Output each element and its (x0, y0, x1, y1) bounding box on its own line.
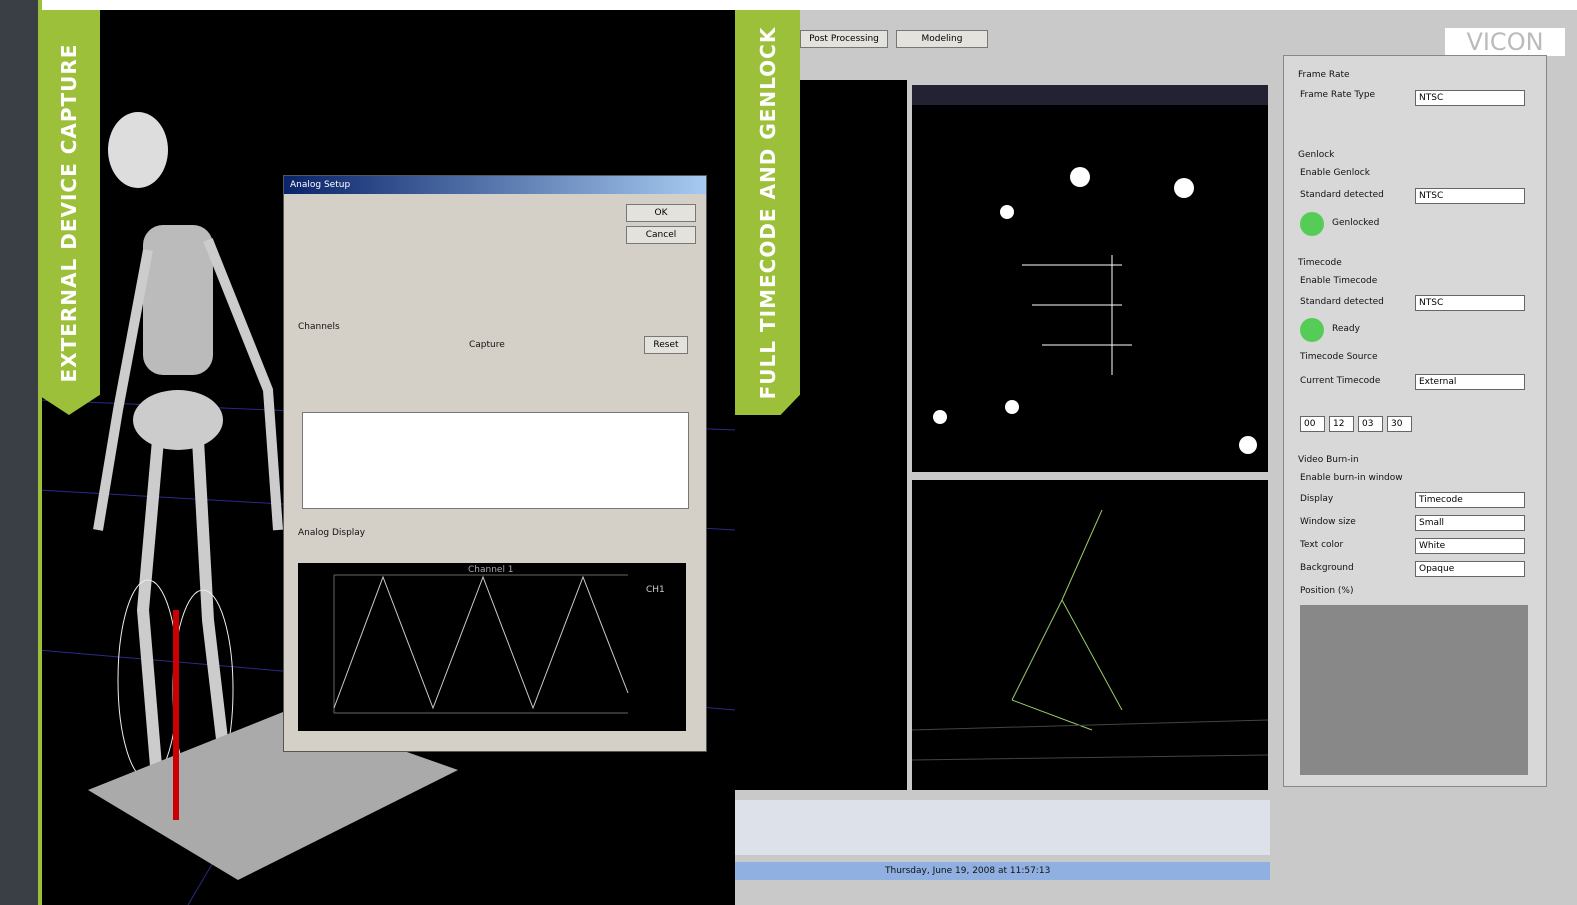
burn-in-preview (1300, 605, 1528, 775)
analog-chart: Channel 1 CH1 (298, 563, 686, 731)
field-label: Timecode Source (1300, 352, 1378, 362)
field-label: Position (%) (1300, 586, 1353, 596)
timecode-field: 03 (1358, 416, 1383, 432)
capture-check[interactable]: Capture (469, 340, 505, 350)
page: EXTERNAL DEVICE CAPTURE Analog Setup OK … (0, 0, 1577, 905)
dropdown[interactable]: NTSC (1415, 90, 1525, 106)
camera-view (912, 85, 1268, 472)
left-strip (0, 0, 38, 905)
dropdown[interactable]: Small (1415, 515, 1525, 531)
dialog-title: Analog Setup (290, 180, 350, 190)
field-label: Standard detected (1300, 297, 1384, 307)
markers (912, 85, 1268, 472)
analog-display-label: Analog Display (298, 528, 365, 538)
field: External (1415, 374, 1525, 390)
banner: EXTERNAL DEVICE CAPTURE (38, 10, 100, 415)
field: NTSC (1415, 295, 1525, 311)
status-led (1300, 318, 1324, 342)
3d-workspace (912, 480, 1268, 790)
channels-label: Channels (298, 322, 340, 332)
field-label: Background (1300, 563, 1354, 573)
dropdown[interactable]: White (1415, 538, 1525, 554)
field-label: Text color (1300, 540, 1343, 550)
banner-text: EXTERNAL DEVICE CAPTURE (57, 43, 81, 382)
tab[interactable]: Post Processing (800, 30, 888, 48)
cancel-button[interactable]: Cancel (626, 226, 696, 244)
waveform (298, 563, 686, 731)
checkbox[interactable]: Enable Genlock (1300, 168, 1370, 178)
log-area (735, 800, 1270, 855)
group-label: Frame Rate (1298, 70, 1350, 80)
status-led (1300, 212, 1324, 236)
chart-title: Channel 1 (468, 565, 514, 575)
analog-dialog: Analog Setup OK Cancel Channels Capture … (283, 175, 707, 752)
dropdown[interactable]: Opaque (1415, 561, 1525, 577)
subject-wireframe (912, 480, 1268, 790)
timecode-field: 00 (1300, 416, 1325, 432)
field-label: Display (1300, 494, 1333, 504)
group-label: Video Burn-in (1298, 455, 1359, 465)
tab[interactable]: Modeling (896, 30, 988, 48)
field-label: Frame Rate Type (1300, 90, 1375, 100)
field-label: Window size (1300, 517, 1356, 527)
chart-legend: CH1 (646, 585, 665, 595)
field-label: Standard detected (1300, 190, 1384, 200)
group-label: Timecode (1298, 258, 1342, 268)
channel-list (302, 412, 689, 509)
field: NTSC (1415, 188, 1525, 204)
banner-text: FULL TIMECODE AND GENLOCK (756, 26, 780, 399)
group-label: Genlock (1298, 150, 1334, 160)
checkbox[interactable]: Enable Timecode (1300, 276, 1377, 286)
timecode-field: 30 (1387, 416, 1412, 432)
vicon-logo: VICON (1445, 28, 1565, 56)
banner: FULL TIMECODE AND GENLOCK (735, 10, 800, 415)
checkbox[interactable]: Enable burn-in window (1300, 473, 1403, 483)
dropdown[interactable]: Timecode (1415, 492, 1525, 508)
reset-button[interactable]: Reset (644, 336, 688, 354)
status: Ready (1332, 324, 1360, 334)
top-margin (735, 0, 1577, 10)
timecode-field: 12 (1329, 416, 1354, 432)
status-date: Thursday, June 19, 2008 at 11:57:13 (885, 866, 1050, 876)
ok-button[interactable]: OK (626, 204, 696, 222)
status: Genlocked (1332, 218, 1379, 228)
field-label: Current Timecode (1300, 376, 1380, 386)
